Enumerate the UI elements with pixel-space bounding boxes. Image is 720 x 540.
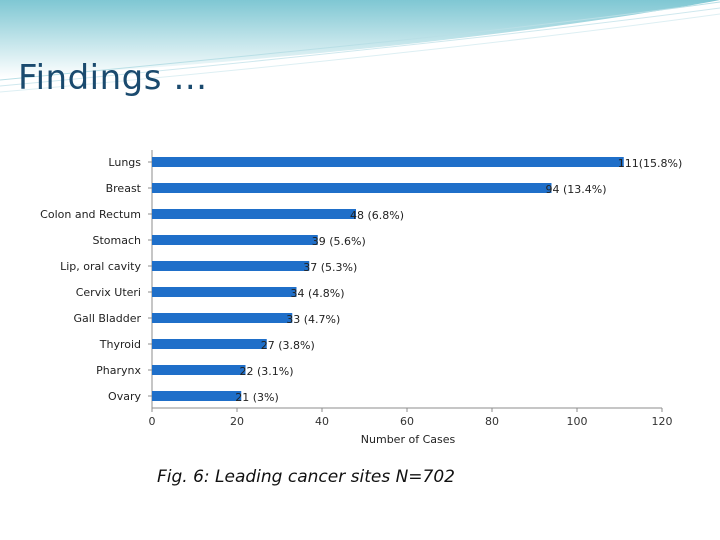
header-swoosh-line — [0, 7, 720, 87]
figure-caption: Fig. 6: Leading cancer sites N=702 — [157, 467, 455, 487]
bar — [152, 287, 297, 297]
category-label: Breast — [106, 182, 142, 195]
category-label: Pharynx — [96, 364, 141, 377]
category-label: Colon and Rectum — [40, 208, 141, 221]
x-tick-label: 0 — [149, 415, 156, 428]
bar — [152, 157, 624, 167]
bar — [152, 235, 318, 245]
x-tick-label: 120 — [652, 415, 673, 428]
category-label: Thyroid — [99, 338, 141, 351]
x-tick-label: 20 — [230, 415, 244, 428]
bar — [152, 391, 242, 401]
x-axis-title: Number of Cases — [361, 433, 456, 446]
bar — [152, 365, 246, 375]
category-label: Ovary — [108, 390, 141, 403]
header-swoosh-line — [0, 1, 720, 81]
bar — [152, 183, 552, 193]
data-label: 27 (3.8%) — [261, 339, 315, 352]
bar — [152, 313, 293, 323]
x-tick-label: 60 — [400, 415, 414, 428]
data-label: 21 (3%) — [235, 391, 279, 404]
x-tick-label: 100 — [567, 415, 588, 428]
bar — [152, 339, 267, 349]
category-label: Cervix Uteri — [76, 286, 141, 299]
header-decoration — [0, 0, 720, 93]
data-label: 94 (13.4%) — [546, 183, 607, 196]
category-label: Stomach — [92, 234, 141, 247]
header-swoosh-line — [0, 13, 720, 93]
data-label: 39 (5.6%) — [312, 235, 366, 248]
x-tick-label: 40 — [315, 415, 329, 428]
data-label: 48 (6.8%) — [350, 209, 404, 222]
category-label: Lungs — [108, 156, 141, 169]
data-label: 34 (4.8%) — [291, 287, 345, 300]
x-tick-label: 80 — [485, 415, 499, 428]
data-label: 37 (5.3%) — [303, 261, 357, 274]
data-label: 33 (4.7%) — [286, 313, 340, 326]
slide-title: Findings … — [18, 58, 208, 98]
bar-chart: 0 20 40 60 80 100 120 Number of Cases Lungs 111(1… — [40, 150, 683, 446]
data-label: 22 (3.1%) — [240, 365, 294, 378]
category-label: Gall Bladder — [74, 312, 142, 325]
data-label: 111(15.8%) — [618, 157, 683, 170]
bar — [152, 209, 356, 219]
header-gradient-band — [0, 0, 720, 78]
category-label: Lip, oral cavity — [60, 260, 141, 273]
bar — [152, 261, 310, 271]
